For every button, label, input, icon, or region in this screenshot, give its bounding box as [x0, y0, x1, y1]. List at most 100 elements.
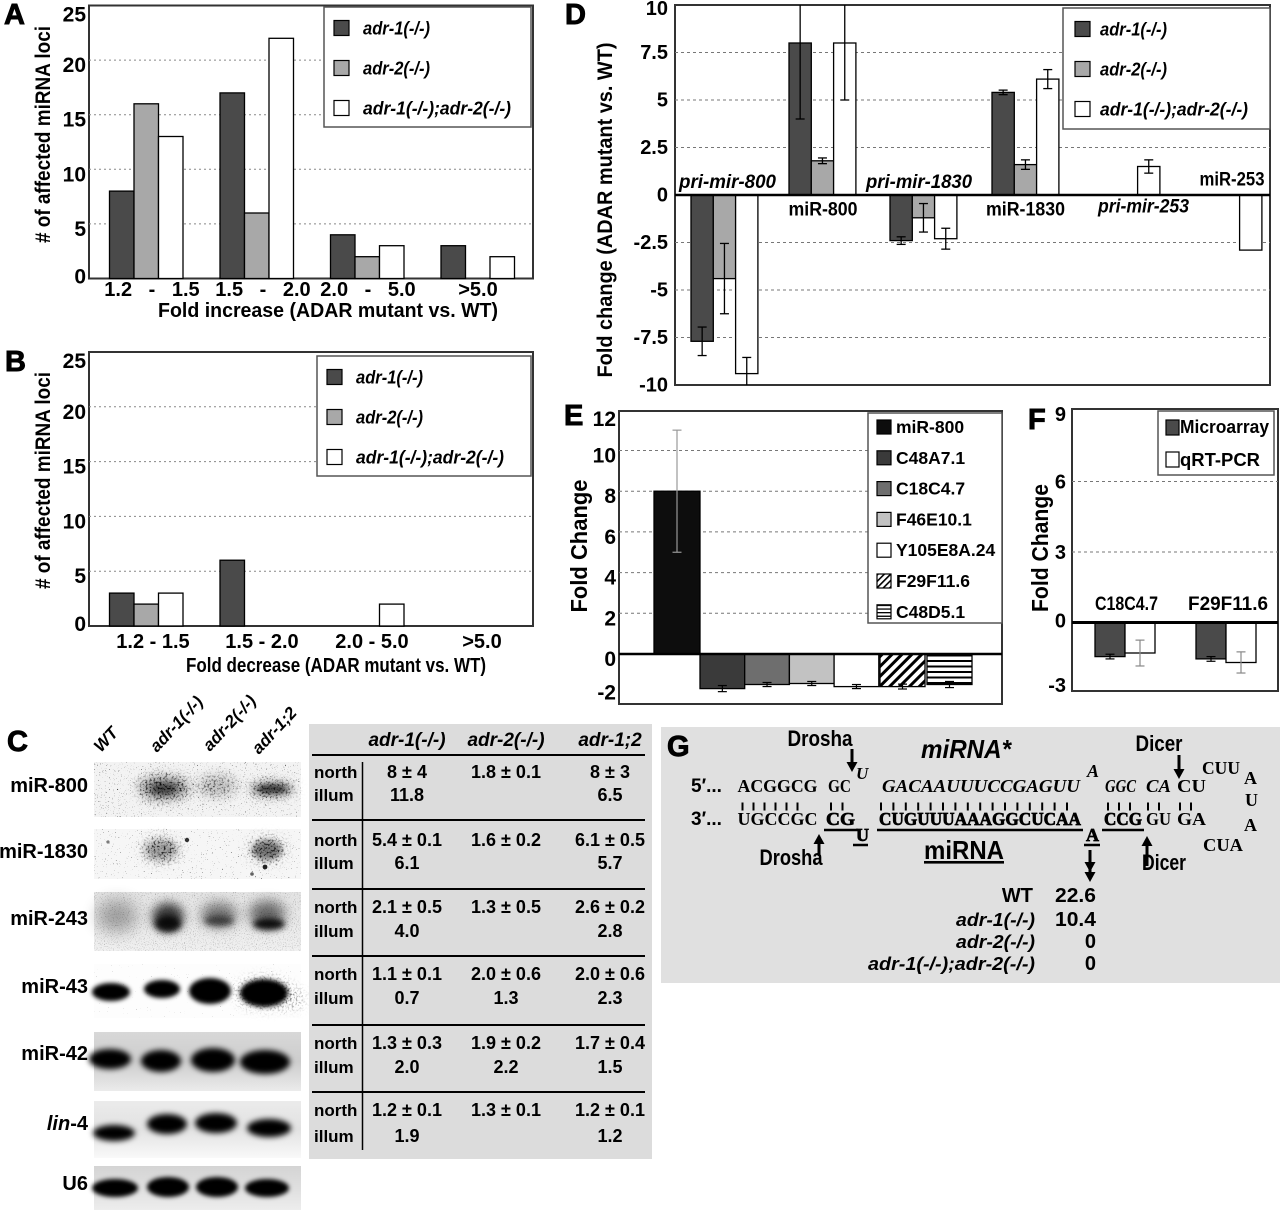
svg-text:miR-800: miR-800	[10, 775, 88, 797]
svg-text:C48D5.1: C48D5.1	[896, 602, 965, 622]
svg-text:1.7 ± 0.4: 1.7 ± 0.4	[575, 1033, 645, 1053]
svg-text:CA: CA	[1146, 776, 1171, 796]
svg-text:adr-1(-/-): adr-1(-/-)	[1100, 20, 1167, 40]
svg-text:WT: WT	[1002, 885, 1033, 907]
svg-text:0: 0	[657, 185, 668, 207]
svg-text:-5: -5	[650, 280, 668, 302]
svg-text:A: A	[4, 0, 25, 31]
svg-text:north: north	[314, 898, 357, 917]
svg-text:Fold Change: Fold Change	[1027, 484, 1053, 612]
svg-text:10.4: 10.4	[1055, 909, 1097, 931]
svg-text:2.8: 2.8	[597, 921, 622, 941]
svg-text:north: north	[314, 965, 357, 984]
svg-text:8: 8	[604, 485, 616, 508]
svg-text:5: 5	[74, 218, 86, 241]
svg-text:adr-2(-/-): adr-2(-/-)	[956, 932, 1035, 952]
svg-text:adr-1(-/-): adr-1(-/-)	[356, 368, 423, 388]
svg-text:11.8: 11.8	[390, 785, 424, 805]
svg-text:# of affected miRNA loci: # of affected miRNA loci	[32, 372, 55, 589]
svg-text:CUU: CUU	[1202, 758, 1240, 778]
svg-text:miR-800: miR-800	[896, 417, 964, 437]
svg-text:Dicer: Dicer	[1136, 731, 1183, 756]
svg-text:5: 5	[74, 565, 86, 588]
svg-text:CCG: CCG	[1104, 809, 1142, 829]
svg-text:miRNA*: miRNA*	[921, 734, 1013, 764]
svg-text:>5.0: >5.0	[458, 279, 497, 301]
svg-text:1.3 ± 0.3: 1.3 ± 0.3	[372, 1033, 442, 1053]
svg-text:C18C4.7: C18C4.7	[896, 479, 965, 499]
svg-text:2: 2	[604, 607, 616, 630]
svg-text:1.9 ± 0.2: 1.9 ± 0.2	[471, 1033, 541, 1053]
svg-text:1.5 - 2.0: 1.5 - 2.0	[215, 279, 310, 301]
svg-text:15: 15	[63, 109, 87, 132]
svg-text:adr-1;2: adr-1;2	[578, 730, 642, 751]
svg-text:U6: U6	[62, 1173, 88, 1195]
svg-text:2.0 ± 0.6: 2.0 ± 0.6	[471, 964, 541, 984]
svg-text:adr-1;2: adr-1;2	[248, 703, 301, 758]
svg-text:CUA: CUA	[1203, 835, 1243, 855]
svg-text:Microarray: Microarray	[1180, 416, 1270, 437]
svg-text:Fold Change: Fold Change	[566, 480, 592, 613]
svg-text:A: A	[1244, 768, 1257, 788]
svg-text:8 ± 4: 8 ± 4	[387, 762, 427, 782]
svg-text:illum: illum	[314, 1127, 354, 1146]
svg-text:2.0 - 5.0: 2.0 - 5.0	[320, 279, 415, 301]
svg-text:U: U	[1245, 790, 1258, 810]
svg-text:GGC: GGC	[1105, 776, 1137, 796]
svg-text:7.5: 7.5	[640, 42, 668, 64]
svg-text:north: north	[314, 763, 357, 782]
svg-text:0: 0	[604, 648, 616, 671]
svg-text:5′...: 5′...	[691, 776, 722, 797]
svg-text:3: 3	[1055, 542, 1066, 564]
svg-text:CU: CU	[1177, 776, 1206, 796]
svg-text:2.3: 2.3	[597, 988, 622, 1008]
svg-text:F: F	[1028, 404, 1046, 436]
svg-text:GACAAUUUCCGAGUU: GACAAUUUCCGAGUU	[882, 776, 1081, 796]
svg-text:GU: GU	[1146, 809, 1171, 829]
svg-text:-7.5: -7.5	[634, 327, 668, 349]
svg-text:pri-mir-1830: pri-mir-1830	[865, 172, 972, 193]
svg-text:A: A	[1244, 815, 1257, 835]
svg-text:qRT-PCR: qRT-PCR	[1180, 449, 1260, 470]
svg-text:25: 25	[63, 350, 87, 373]
svg-text:# of affected miRNA loci: # of affected miRNA loci	[32, 26, 55, 243]
svg-text:1.2 ± 0.1: 1.2 ± 0.1	[575, 1100, 645, 1120]
svg-text:5: 5	[657, 90, 668, 112]
svg-text:0: 0	[74, 266, 86, 289]
svg-text:G: G	[667, 731, 690, 763]
svg-text:1.8 ± 0.1: 1.8 ± 0.1	[471, 762, 541, 782]
svg-text:miR-800: miR-800	[789, 200, 858, 221]
svg-text:D: D	[565, 0, 586, 31]
svg-text:0: 0	[1085, 953, 1096, 975]
svg-text:8 ± 3: 8 ± 3	[590, 762, 630, 782]
svg-text:C: C	[7, 726, 28, 758]
svg-text:1.6 ± 0.2: 1.6 ± 0.2	[471, 830, 541, 850]
svg-text:6: 6	[1055, 472, 1066, 494]
svg-text:2.0: 2.0	[394, 1057, 419, 1077]
svg-text:B: B	[5, 346, 26, 378]
svg-text:miR-253: miR-253	[1200, 170, 1265, 191]
svg-text:0: 0	[1055, 611, 1066, 633]
svg-text:1.2 - 1.5: 1.2 - 1.5	[116, 631, 189, 653]
svg-text:-2: -2	[597, 682, 616, 705]
svg-text:2.1 ± 0.5: 2.1 ± 0.5	[372, 897, 442, 917]
svg-text:Y105E8A.24: Y105E8A.24	[896, 540, 996, 560]
svg-text:adr-1(-/-);adr-2(-/-): adr-1(-/-);adr-2(-/-)	[868, 954, 1035, 974]
svg-text:miR-1830: miR-1830	[986, 200, 1065, 221]
svg-text:CG: CG	[826, 809, 855, 829]
svg-text:4: 4	[604, 567, 616, 590]
svg-text:miR-43: miR-43	[21, 976, 88, 998]
svg-text:5.4 ± 0.1: 5.4 ± 0.1	[372, 830, 442, 850]
svg-text:miR-243: miR-243	[10, 908, 88, 930]
svg-text:22.6: 22.6	[1055, 885, 1096, 907]
svg-text:3′...: 3′...	[691, 809, 722, 830]
svg-text:6.1 ± 0.5: 6.1 ± 0.5	[575, 830, 645, 850]
svg-text:2.2: 2.2	[493, 1057, 518, 1077]
svg-text:2.5: 2.5	[640, 137, 668, 159]
svg-text:adr-2(-/-): adr-2(-/-)	[467, 730, 544, 751]
svg-text:1.2: 1.2	[597, 1126, 622, 1146]
svg-text:10: 10	[593, 445, 616, 468]
svg-text:1.3 ± 0.1: 1.3 ± 0.1	[471, 1100, 541, 1120]
svg-text:2.0 - 5.0: 2.0 - 5.0	[335, 631, 408, 653]
svg-text:20: 20	[63, 401, 86, 424]
